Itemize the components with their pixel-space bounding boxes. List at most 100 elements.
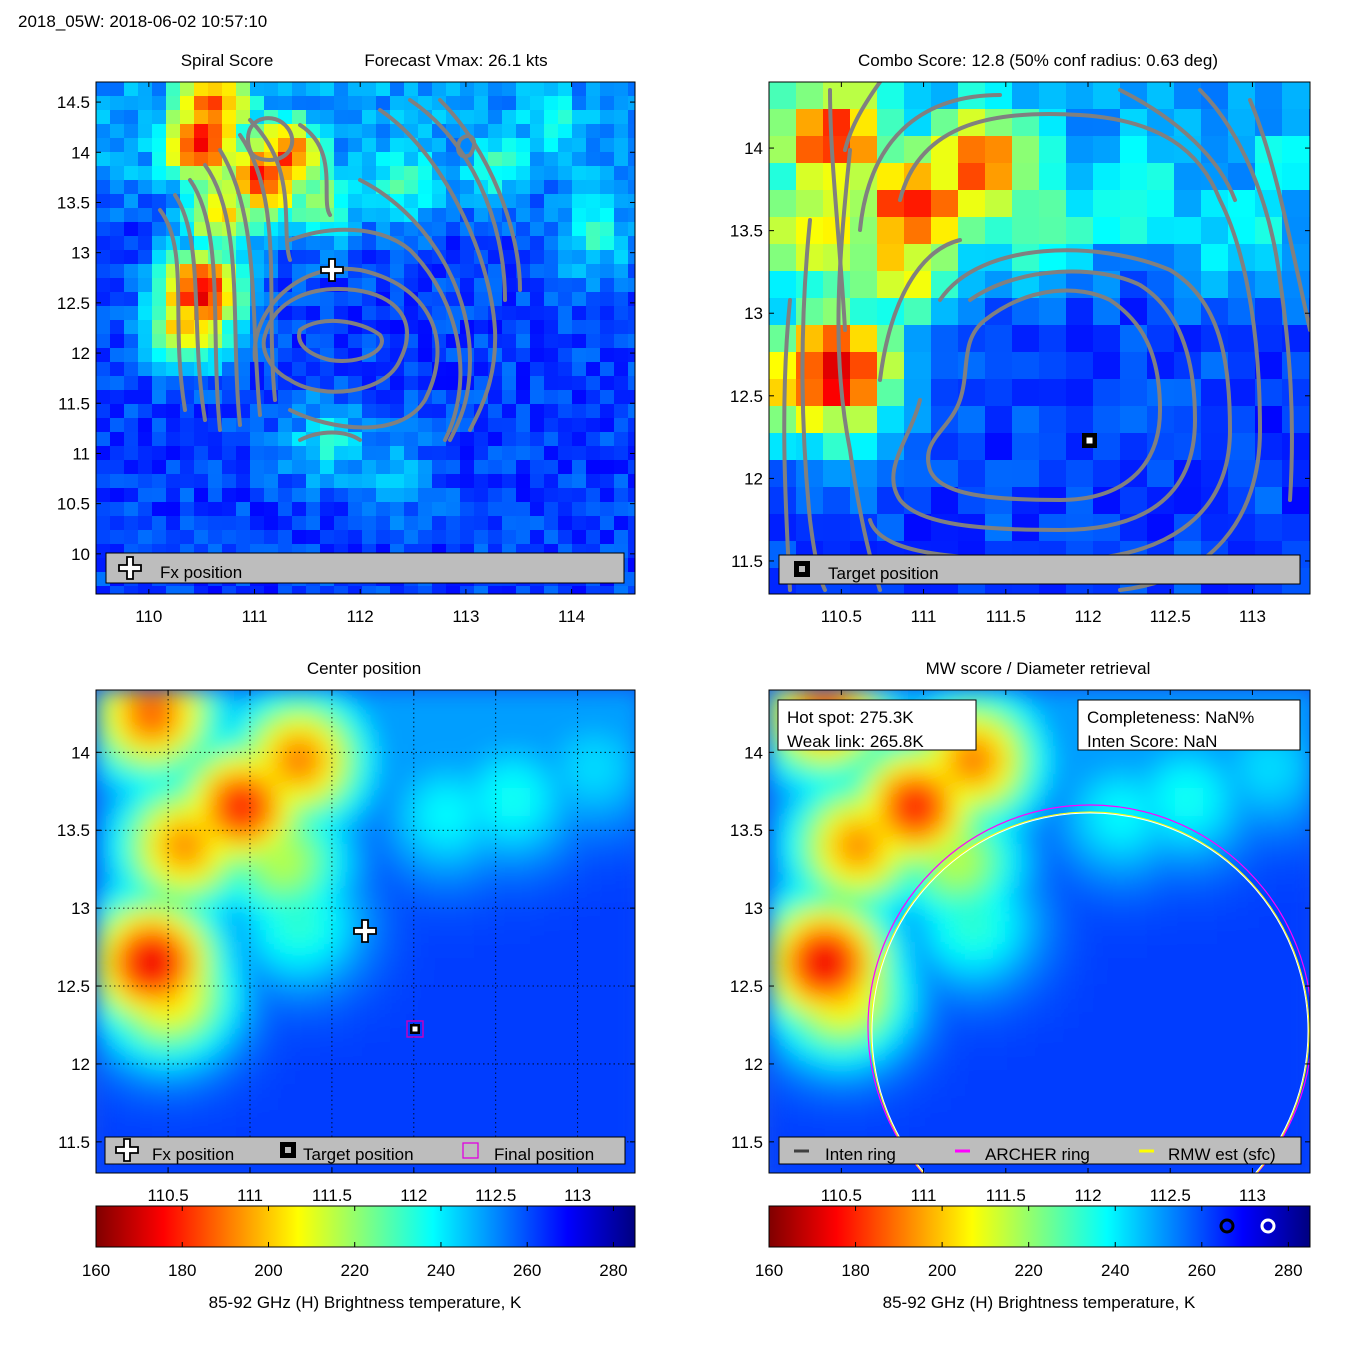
heatmap-cell <box>292 732 307 747</box>
heatmap-cell <box>278 264 293 279</box>
heatmap-cell <box>558 292 573 307</box>
heatmap-cell <box>516 432 531 447</box>
heatmap-cell <box>1119 900 1134 915</box>
heatmap-cell <box>488 1068 503 1083</box>
heatmap-cell <box>839 1124 854 1139</box>
heatmap-cell <box>783 1082 798 1097</box>
heatmap-cell <box>586 404 601 419</box>
heatmap-cell <box>446 1026 461 1041</box>
heatmap-cell <box>1301 788 1310 803</box>
heatmap-cell <box>614 418 629 433</box>
heatmap-cell <box>544 914 559 929</box>
heatmap-cell <box>292 858 307 873</box>
heatmap-cell <box>1189 956 1204 971</box>
heatmap-cell <box>390 404 405 419</box>
heatmap-cell <box>334 446 349 461</box>
heatmap-cell <box>110 208 125 223</box>
heatmap-cell <box>1091 998 1106 1013</box>
heatmap-cell <box>460 1082 475 1097</box>
heatmap-cell <box>1287 872 1302 887</box>
heatmap-cell <box>979 746 994 761</box>
heatmap-cell <box>1021 872 1036 887</box>
heatmap-cell <box>474 788 489 803</box>
heatmap-cell <box>180 760 195 775</box>
heatmap-cell <box>124 1054 139 1069</box>
heatmap-cell <box>516 1110 531 1125</box>
heatmap-cell <box>811 872 826 887</box>
heatmap-cell <box>418 886 433 901</box>
heatmap-cell <box>362 732 377 747</box>
heatmap-cell <box>572 152 587 167</box>
heatmap-cell <box>923 1026 938 1041</box>
heatmap-cell <box>783 760 798 775</box>
heatmap-cell <box>124 502 139 517</box>
heatmap-cell <box>348 446 363 461</box>
heatmap-cell <box>797 970 812 985</box>
heatmap-cell <box>1287 774 1302 789</box>
heatmap-cell <box>516 236 531 251</box>
heatmap-cell <box>1091 886 1106 901</box>
heatmap-cell <box>797 1124 812 1139</box>
heatmap-cell <box>1161 1026 1176 1041</box>
heatmap-cell <box>124 788 139 803</box>
heatmap-cell <box>1133 1082 1148 1097</box>
heatmap-cell <box>502 746 517 761</box>
heatmap-cell <box>236 802 251 817</box>
heatmap-cell <box>306 530 321 545</box>
heatmap-cell <box>96 376 111 391</box>
heatmap-cell <box>600 1012 615 1027</box>
heatmap-cell <box>320 124 335 139</box>
heatmap-cell <box>586 152 601 167</box>
heatmap-cell <box>138 292 153 307</box>
heatmap-cell <box>904 298 932 326</box>
heatmap-cell <box>1282 271 1310 299</box>
heatmap-cell <box>853 998 868 1013</box>
heatmap-cell <box>194 760 209 775</box>
heatmap-cell <box>250 264 265 279</box>
heatmap-cell <box>516 222 531 237</box>
heatmap-cell <box>600 1054 615 1069</box>
heatmap-cell <box>923 942 938 957</box>
x-tick-label: 111.5 <box>986 1186 1026 1205</box>
heatmap-cell <box>600 236 615 251</box>
heatmap-cell <box>600 264 615 279</box>
heatmap-cell <box>432 690 447 705</box>
heatmap-cell <box>306 1110 321 1125</box>
heatmap-cell <box>152 900 167 915</box>
heatmap-cell <box>432 418 447 433</box>
heatmap-cell <box>320 306 335 321</box>
heatmap-cell <box>1012 163 1040 191</box>
heatmap-cell <box>1021 1040 1036 1055</box>
heatmap-cell <box>923 788 938 803</box>
heatmap-cell <box>222 760 237 775</box>
heatmap-cell <box>390 1040 405 1055</box>
heatmap-cell <box>404 474 419 489</box>
heatmap-cell <box>222 914 237 929</box>
heatmap-cell <box>853 1054 868 1069</box>
heatmap-cell <box>390 138 405 153</box>
heatmap-cell <box>1119 1054 1134 1069</box>
heatmap-cell <box>1203 900 1218 915</box>
heatmap-cell <box>572 802 587 817</box>
heatmap-cell <box>96 704 111 719</box>
heatmap-cell <box>418 320 433 335</box>
heatmap-cell <box>783 1012 798 1027</box>
heatmap-cell <box>1217 886 1232 901</box>
heatmap-cell <box>460 872 475 887</box>
heatmap-cell <box>432 858 447 873</box>
heatmap-cell <box>376 1012 391 1027</box>
heatmap-cell <box>334 872 349 887</box>
heatmap-cell <box>853 900 868 915</box>
heatmap-cell <box>1217 1082 1232 1097</box>
heatmap-cell <box>1259 914 1274 929</box>
heatmap-cell <box>839 858 854 873</box>
heatmap-cell <box>208 208 223 223</box>
heatmap-cell <box>292 418 307 433</box>
heatmap-cell <box>516 502 531 517</box>
heatmap-cell <box>460 502 475 517</box>
heatmap-cell <box>250 970 265 985</box>
heatmap-cell <box>923 1110 938 1125</box>
heatmap-cell <box>544 970 559 985</box>
heatmap-cell <box>614 446 629 461</box>
heatmap-cell <box>264 166 279 181</box>
